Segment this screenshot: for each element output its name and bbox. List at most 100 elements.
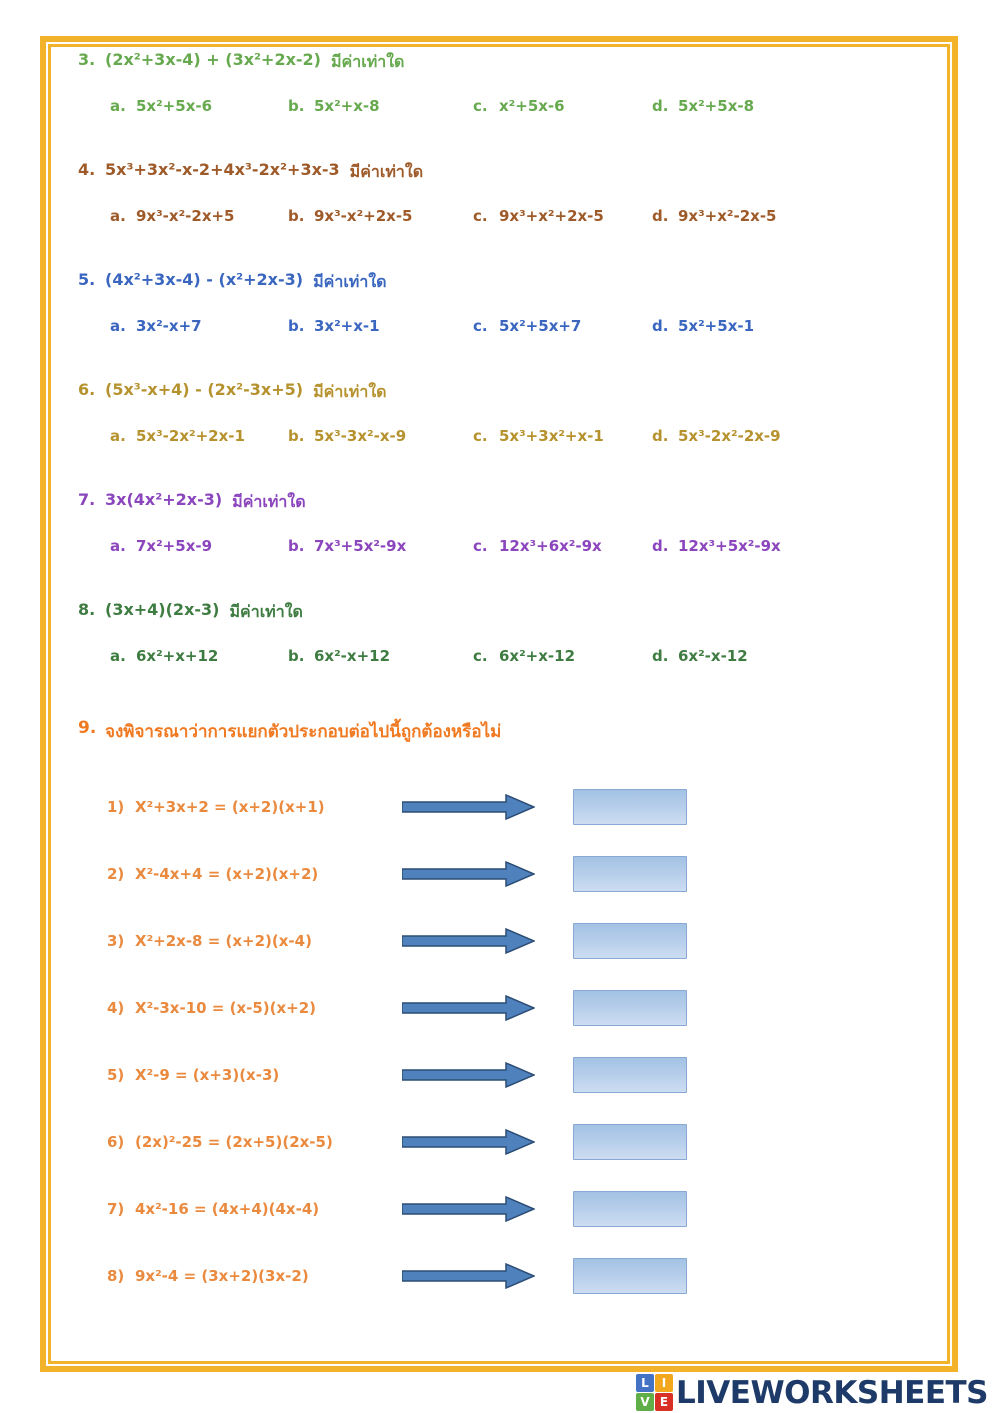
option-formula: 12x³+6x²-9x: [499, 537, 602, 555]
option-c[interactable]: c. 6x²+x-12: [473, 647, 652, 665]
factoring-item-4: 4) X²-3x-10 = (x-5)(x+2): [78, 990, 938, 1026]
item-equation: 4x²-16 = (4x+4)(4x-4): [135, 1200, 320, 1218]
item-number: 4): [107, 999, 125, 1017]
option-formula: 7x²+5x-9: [136, 537, 213, 555]
question-number: 6.: [78, 380, 96, 399]
option-label: b.: [288, 207, 305, 225]
option-d[interactable]: d. 12x³+5x²-9x: [652, 537, 938, 555]
question-5-line: 5. (4x²+3x-4) - (x²+2x-3) มีค่าเท่าใด: [78, 270, 938, 295]
item-number: 1): [107, 798, 125, 816]
option-a[interactable]: a. 6x²+x+12: [110, 647, 288, 665]
factoring-item-3: 3) X²+2x-8 = (x+2)(x-4): [78, 923, 938, 959]
answer-box[interactable]: [573, 789, 687, 825]
question-formula: (3x+4)(2x-3): [105, 600, 220, 619]
logo-letter-v: V: [636, 1393, 654, 1411]
question-7-options: a. 7x²+5x-9 b. 7x³+5x²-9x c. 12x³+6x²-9x d.…: [78, 537, 938, 555]
option-b[interactable]: b. 5x²+x-8: [288, 97, 473, 115]
option-label: a.: [110, 647, 126, 665]
factoring-item-8: 8) 9x²-4 = (3x+2)(3x-2): [78, 1258, 938, 1294]
option-label: c.: [473, 647, 488, 665]
right-arrow-icon: [402, 1129, 535, 1155]
option-a[interactable]: a. 5x³-2x²+2x-1: [110, 427, 288, 445]
answer-box[interactable]: [573, 856, 687, 892]
option-b[interactable]: b. 6x²-x+12: [288, 647, 473, 665]
option-label: b.: [288, 97, 305, 115]
option-label: d.: [652, 207, 669, 225]
option-formula: 5x³+3x²+x-1: [499, 427, 604, 445]
question-9: 9. จงพิจารณาว่าการแยกตัวประกอบต่อไปนี้ถู…: [78, 718, 938, 1294]
option-formula: 9x³+x²-2x-5: [678, 207, 777, 225]
liveworksheets-logo-icon: L I V E: [636, 1374, 673, 1411]
question-suffix: มีค่าเท่าใด: [229, 602, 303, 621]
answer-box[interactable]: [573, 1258, 687, 1294]
factoring-item-5: 5) X²-9 = (x+3)(x-3): [78, 1057, 938, 1093]
option-d[interactable]: d. 5x³-2x²-2x-9: [652, 427, 938, 445]
question-4: 4. 5x³+3x²-x-2+4x³-2x²+3x-3 มีค่าเท่าใด …: [78, 160, 938, 270]
question-9-items: 1) X²+3x+2 = (x+2)(x+1) 2) X²-4x+4 = (x+…: [78, 789, 938, 1294]
item-equation: X²-4x+4 = (x+2)(x+2): [135, 865, 319, 883]
option-c[interactable]: c. 5x³+3x²+x-1: [473, 427, 652, 445]
option-formula: 12x³+5x²-9x: [678, 537, 781, 555]
item-equation: X²-3x-10 = (x-5)(x+2): [135, 999, 317, 1017]
option-label: d.: [652, 537, 669, 555]
option-a[interactable]: a. 5x²+5x-6: [110, 97, 288, 115]
question-suffix: มีค่าเท่าใด: [313, 272, 387, 291]
item-number: 6): [107, 1133, 125, 1151]
option-formula: x²+5x-6: [499, 97, 565, 115]
factoring-item-6: 6) (2x)²-25 = (2x+5)(2x-5): [78, 1124, 938, 1160]
option-label: c.: [473, 207, 488, 225]
option-d[interactable]: d. 6x²-x-12: [652, 647, 938, 665]
question-7-line: 7. 3x(4x²+2x-3) มีค่าเท่าใด: [78, 490, 938, 515]
option-c[interactable]: c. 9x³+x²+2x-5: [473, 207, 652, 225]
answer-box[interactable]: [573, 990, 687, 1026]
option-formula: 3x²-x+7: [136, 317, 202, 335]
question-suffix: มีค่าเท่าใด: [349, 162, 424, 181]
item-number: 8): [107, 1267, 125, 1285]
item-number: 7): [107, 1200, 125, 1218]
item-equation: X²-9 = (x+3)(x-3): [135, 1066, 280, 1084]
option-c[interactable]: c. 5x²+5x+7: [473, 317, 652, 335]
option-label: d.: [652, 97, 669, 115]
option-label: d.: [652, 427, 669, 445]
question-9-line: 9. จงพิจารณาว่าการแยกตัวประกอบต่อไปนี้ถู…: [78, 718, 938, 745]
question-8-line: 8. (3x+4)(2x-3) มีค่าเท่าใด: [78, 600, 938, 625]
option-formula: 5x³-3x²-x-9: [314, 427, 407, 445]
option-formula: 9x³+x²+2x-5: [499, 207, 604, 225]
option-b[interactable]: b. 9x³-x²+2x-5: [288, 207, 473, 225]
option-label: b.: [288, 317, 305, 335]
footer: L I V E LIVEWORKSHEETS: [0, 1374, 989, 1411]
option-label: c.: [473, 427, 488, 445]
option-b[interactable]: b. 5x³-3x²-x-9: [288, 427, 473, 445]
option-d[interactable]: d. 5x²+5x-8: [652, 97, 938, 115]
option-formula: 5x²+5x+7: [499, 317, 582, 335]
option-b[interactable]: b. 7x³+5x²-9x: [288, 537, 473, 555]
option-label: c.: [473, 97, 488, 115]
worksheet-content: 3. (2x²+3x-4) + (3x²+2x-2) มีค่าเท่าใด a…: [78, 50, 938, 1294]
question-number: 5.: [78, 270, 96, 289]
logo-letter-e: E: [655, 1393, 673, 1411]
option-d[interactable]: d. 5x²+5x-1: [652, 317, 938, 335]
option-a[interactable]: a. 7x²+5x-9: [110, 537, 288, 555]
option-label: a.: [110, 97, 126, 115]
question-8-options: a. 6x²+x+12 b. 6x²-x+12 c. 6x²+x-12 d. 6x²-x…: [78, 647, 938, 665]
option-b[interactable]: b. 3x²+x-1: [288, 317, 473, 335]
answer-box[interactable]: [573, 1057, 687, 1093]
answer-box[interactable]: [573, 923, 687, 959]
option-a[interactable]: a. 9x³-x²-2x+5: [110, 207, 288, 225]
right-arrow-icon: [402, 794, 535, 820]
option-formula: 5x²+5x-6: [136, 97, 213, 115]
answer-box[interactable]: [573, 1124, 687, 1160]
option-c[interactable]: c. x²+5x-6: [473, 97, 652, 115]
answer-box[interactable]: [573, 1191, 687, 1227]
item-equation: (2x)²-25 = (2x+5)(2x-5): [135, 1133, 333, 1151]
option-a[interactable]: a. 3x²-x+7: [110, 317, 288, 335]
item-equation: X²+2x-8 = (x+2)(x-4): [135, 932, 312, 950]
option-d[interactable]: d. 9x³+x²-2x-5: [652, 207, 938, 225]
option-formula: 6x²-x-12: [678, 647, 748, 665]
item-number: 3): [107, 932, 125, 950]
page-border-frame-inner: [48, 44, 950, 1364]
question-number: 4.: [78, 160, 96, 179]
option-c[interactable]: c. 12x³+6x²-9x: [473, 537, 652, 555]
question-4-options: a. 9x³-x²-2x+5 b. 9x³-x²+2x-5 c. 9x³+x²+2x-…: [78, 207, 938, 225]
